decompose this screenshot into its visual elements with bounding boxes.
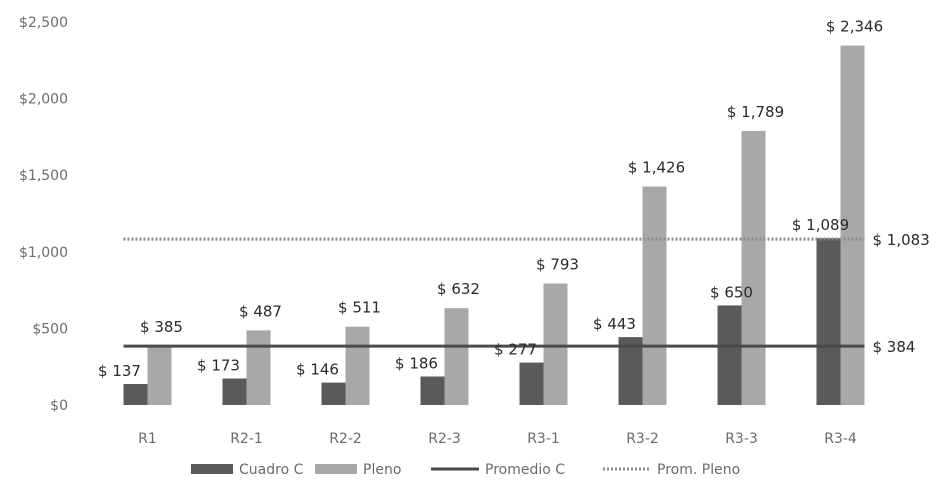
x-tick-label: R3-1 [527, 431, 560, 447]
bar-pleno [147, 346, 172, 405]
bar-pleno [444, 308, 469, 405]
y-tick-label: $1,000 [19, 245, 68, 261]
data-label-pleno: $ 632 [437, 280, 480, 298]
data-label-cuadro-c: $ 186 [395, 355, 438, 373]
x-tick-label: R3-3 [725, 431, 758, 447]
average-lines: $ 384 $ 1,083 [123, 231, 930, 356]
legend-label: Prom. Pleno [657, 462, 740, 478]
legend-swatch [191, 464, 233, 474]
x-tick-label: R3-2 [626, 431, 659, 447]
data-label-cuadro-c: $ 443 [593, 315, 636, 333]
bar-cuadro-c [321, 382, 346, 405]
x-axis: R1 R2-1 R2-2 R2-3 R3-1 R3-2 R3-3 R3-4 [138, 431, 857, 447]
data-label-cuadro-c: $ 277 [494, 341, 537, 359]
legend-label: Promedio C [485, 462, 565, 478]
line-value-label: $ 384 [873, 338, 916, 356]
data-label-cuadro-c: $ 173 [197, 356, 240, 374]
bar-pleno [246, 330, 271, 405]
bar-pleno [741, 130, 766, 405]
bar-pleno [543, 283, 568, 405]
x-tick-label: R1 [138, 431, 157, 447]
x-tick-label: R2-2 [329, 431, 362, 447]
bar-cuadro-c [222, 378, 247, 405]
y-tick-label: $2,000 [19, 92, 68, 108]
data-label-cuadro-c: $ 137 [98, 362, 141, 380]
bar-cuadro-c [123, 384, 148, 405]
y-tick-label: $1,500 [19, 168, 68, 184]
legend: Cuadro C Pleno Promedio C Prom. Pleno [191, 462, 740, 478]
y-axis: $0 $500 $1,000 $1,500 $2,000 $2,500 [19, 15, 68, 414]
data-label-pleno: $ 2,346 [826, 18, 883, 36]
x-tick-label: R3-4 [824, 431, 857, 447]
bars [123, 45, 865, 405]
data-label-pleno: $ 385 [140, 318, 183, 336]
x-tick-label: R2-1 [230, 431, 263, 447]
y-tick-label: $0 [50, 398, 68, 414]
data-label-cuadro-c: $ 146 [296, 361, 339, 379]
legend-swatch [315, 464, 357, 474]
x-tick-label: R2-3 [428, 431, 461, 447]
data-labels: $ 137 $ 385 $ 173 $ 487 $ 146 $ 511 $ 186 $ 632… [98, 18, 883, 380]
y-tick-label: $500 [32, 321, 68, 337]
y-tick-label: $2,500 [19, 15, 68, 31]
data-label-pleno: $ 511 [338, 299, 381, 317]
bar-cuadro-c [717, 305, 742, 405]
data-label-pleno: $ 793 [536, 256, 579, 274]
legend-label: Pleno [363, 462, 401, 478]
bar-cuadro-c [519, 362, 544, 405]
bar-cuadro-c [618, 337, 643, 405]
data-label-pleno: $ 487 [239, 302, 282, 320]
legend-label: Cuadro C [239, 462, 304, 478]
line-value-label: $ 1,083 [873, 231, 930, 249]
bar-cuadro-c [420, 376, 445, 405]
data-label-cuadro-c: $ 1,089 [792, 216, 849, 234]
bar-cuadro-c [816, 238, 841, 405]
data-label-cuadro-c: $ 650 [710, 283, 753, 301]
data-label-pleno: $ 1,426 [628, 159, 685, 177]
data-label-pleno: $ 1,789 [727, 103, 784, 121]
bar-pleno [345, 326, 370, 405]
bar-pleno [642, 186, 667, 405]
